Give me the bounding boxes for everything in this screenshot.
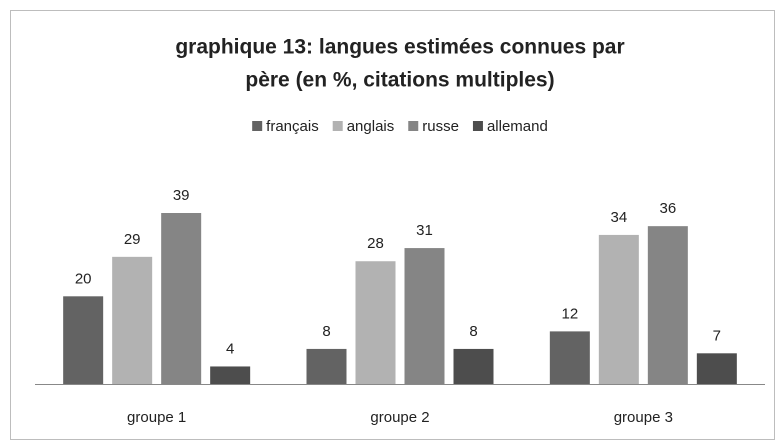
bar: [355, 261, 396, 384]
data-label: 12: [561, 305, 578, 322]
legend-swatch: [332, 121, 343, 131]
data-label: 28: [367, 235, 384, 252]
legend-label: français: [266, 118, 319, 135]
legend-swatch: [408, 121, 419, 131]
x-tick-label: groupe 1: [127, 409, 186, 426]
bar: [112, 256, 153, 384]
bar: [598, 234, 639, 384]
data-label: 34: [610, 209, 627, 226]
data-label: 8: [469, 323, 477, 340]
data-label: 7: [713, 327, 721, 344]
data-label: 39: [173, 187, 190, 204]
data-label: 4: [226, 340, 234, 357]
data-label: 36: [659, 200, 676, 217]
data-label: 8: [322, 323, 330, 340]
bar: [404, 248, 445, 384]
bar: [306, 348, 347, 384]
legend-label: russe: [422, 118, 459, 135]
data-label: 29: [124, 231, 141, 248]
data-label: 31: [416, 222, 433, 239]
legend-swatch: [472, 121, 483, 131]
legend-label: anglais: [347, 118, 395, 135]
chart-title: père (en %, citations multiples): [245, 69, 554, 92]
bar: [549, 331, 590, 384]
bar: [647, 226, 688, 384]
x-tick-label: groupe 3: [614, 409, 673, 426]
bar: [63, 296, 104, 384]
x-tick-label: groupe 2: [370, 409, 429, 426]
bar: [210, 366, 251, 384]
bar: [696, 353, 737, 384]
legend-swatch: [252, 121, 263, 131]
bar: [161, 213, 202, 384]
chart-title: graphique 13: langues estimées connues p…: [175, 36, 624, 59]
data-label: 20: [75, 270, 92, 287]
bar: [453, 348, 494, 384]
legend-label: allemand: [487, 118, 548, 135]
